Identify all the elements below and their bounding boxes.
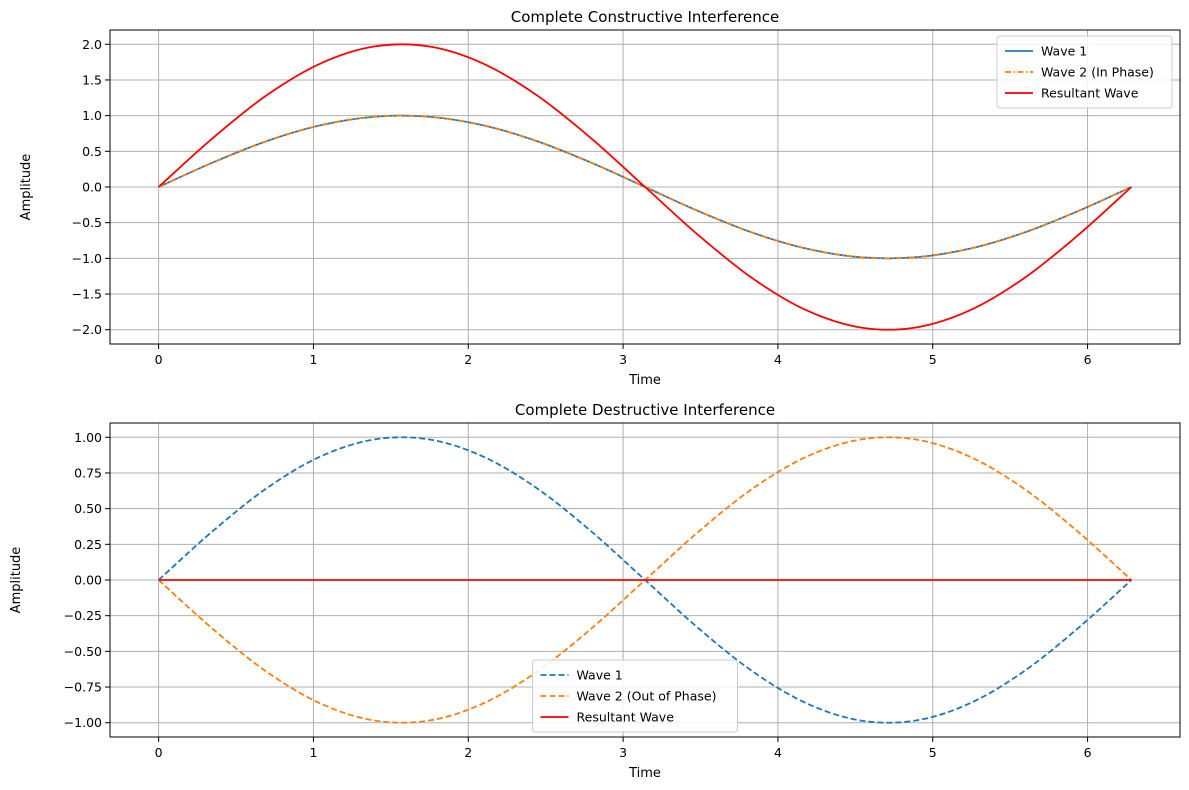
chart2-x-tick-label: 3 — [619, 745, 627, 760]
chart1-x-axis-label: Time — [628, 373, 661, 388]
chart1-y-tick-label: −0.5 — [72, 215, 102, 230]
chart2-x-tick-label: 4 — [774, 745, 782, 760]
chart1-legend-box — [996, 35, 1173, 109]
chart2-legend-label-1: Wave 1 — [577, 668, 623, 683]
chart1-y-tick-label: 0.5 — [82, 144, 102, 159]
chart2-axes: 0 1 2 3 4 5 6 −1.00 −0.75 −0.50 −0.25 0.00 0.25 0.50 0… — [9, 401, 1181, 781]
chart1-y-tick-label: −1.0 — [72, 251, 102, 266]
chart1-x-tick-label: 0 — [155, 352, 163, 367]
chart2-x-tick-label: 2 — [464, 745, 472, 760]
chart1-legend-label-2: Wave 2 (In Phase) — [1041, 65, 1154, 80]
chart1-x-tick-label: 4 — [774, 352, 782, 367]
chart1-axes: 0 1 2 3 4 5 6 −2.0 −1.5 −1.0 −0.5 0.0 0.5 1.0 1.5 2.0 Co… — [19, 8, 1181, 388]
chart1-x-tick-label: 5 — [929, 352, 937, 367]
chart1-y-tick-label: 1.0 — [82, 108, 102, 123]
chart2-legend-label-3: Resultant Wave — [577, 710, 675, 725]
chart2-y-tick-label: 0.00 — [74, 573, 102, 588]
chart1-legend-label-1: Wave 1 — [1041, 44, 1087, 59]
chart1-y-axis-label: Amplitude — [19, 154, 34, 221]
chart2-legend-box — [532, 659, 738, 733]
chart1-title: Complete Constructive Interference — [511, 8, 780, 26]
chart2-legend: Wave 1 Wave 2 (Out of Phase) Resultant Wav… — [532, 659, 738, 733]
chart1-x-tick-label: 6 — [1084, 352, 1092, 367]
chart2-y-tick-label: −1.00 — [64, 715, 102, 730]
chart1-y-tick-label: 0.0 — [82, 180, 102, 195]
chart1-y-tick-label: 1.5 — [82, 72, 102, 87]
chart2-x-tick-label: 0 — [155, 745, 163, 760]
chart2-title: Complete Destructive Interference — [515, 401, 775, 419]
chart2-y-tick-label: −0.75 — [64, 680, 102, 695]
chart1-y-tick-label: −1.5 — [72, 287, 102, 302]
chart2-y-tick-label: 1.00 — [74, 430, 102, 445]
chart2-x-tick-label: 1 — [309, 745, 317, 760]
chart2-y-tick-label: −0.50 — [64, 644, 102, 659]
chart1-series-3-line — [158, 43, 1132, 331]
chart2-x-tick-label: 5 — [929, 745, 937, 760]
chart2-y-tick-label: −0.25 — [64, 608, 102, 623]
chart1-y-tick-label: −2.0 — [72, 322, 102, 337]
chart1-x-tick-label: 1 — [309, 352, 317, 367]
chart1-x-tick-label: 2 — [464, 352, 472, 367]
chart2-y-tick-label: 0.50 — [74, 501, 102, 516]
chart2-y-axis-label: Amplitude — [9, 547, 24, 614]
chart2-x-tick-label: 6 — [1084, 745, 1092, 760]
chart1-x-tick-label: 3 — [619, 352, 627, 367]
chart1-legend-label-3: Resultant Wave — [1041, 86, 1139, 101]
chart2-x-axis-label: Time — [628, 766, 661, 781]
chart2-legend-label-2: Wave 2 (Out of Phase) — [577, 689, 717, 704]
chart1-legend: Wave 1 Wave 2 (In Phase) Resultant Wave — [996, 35, 1173, 109]
chart2-y-tick-label: 0.25 — [74, 537, 102, 552]
chart2-y-tick-label: 0.75 — [74, 465, 102, 480]
chart1-y-tick-label: 2.0 — [82, 37, 102, 52]
